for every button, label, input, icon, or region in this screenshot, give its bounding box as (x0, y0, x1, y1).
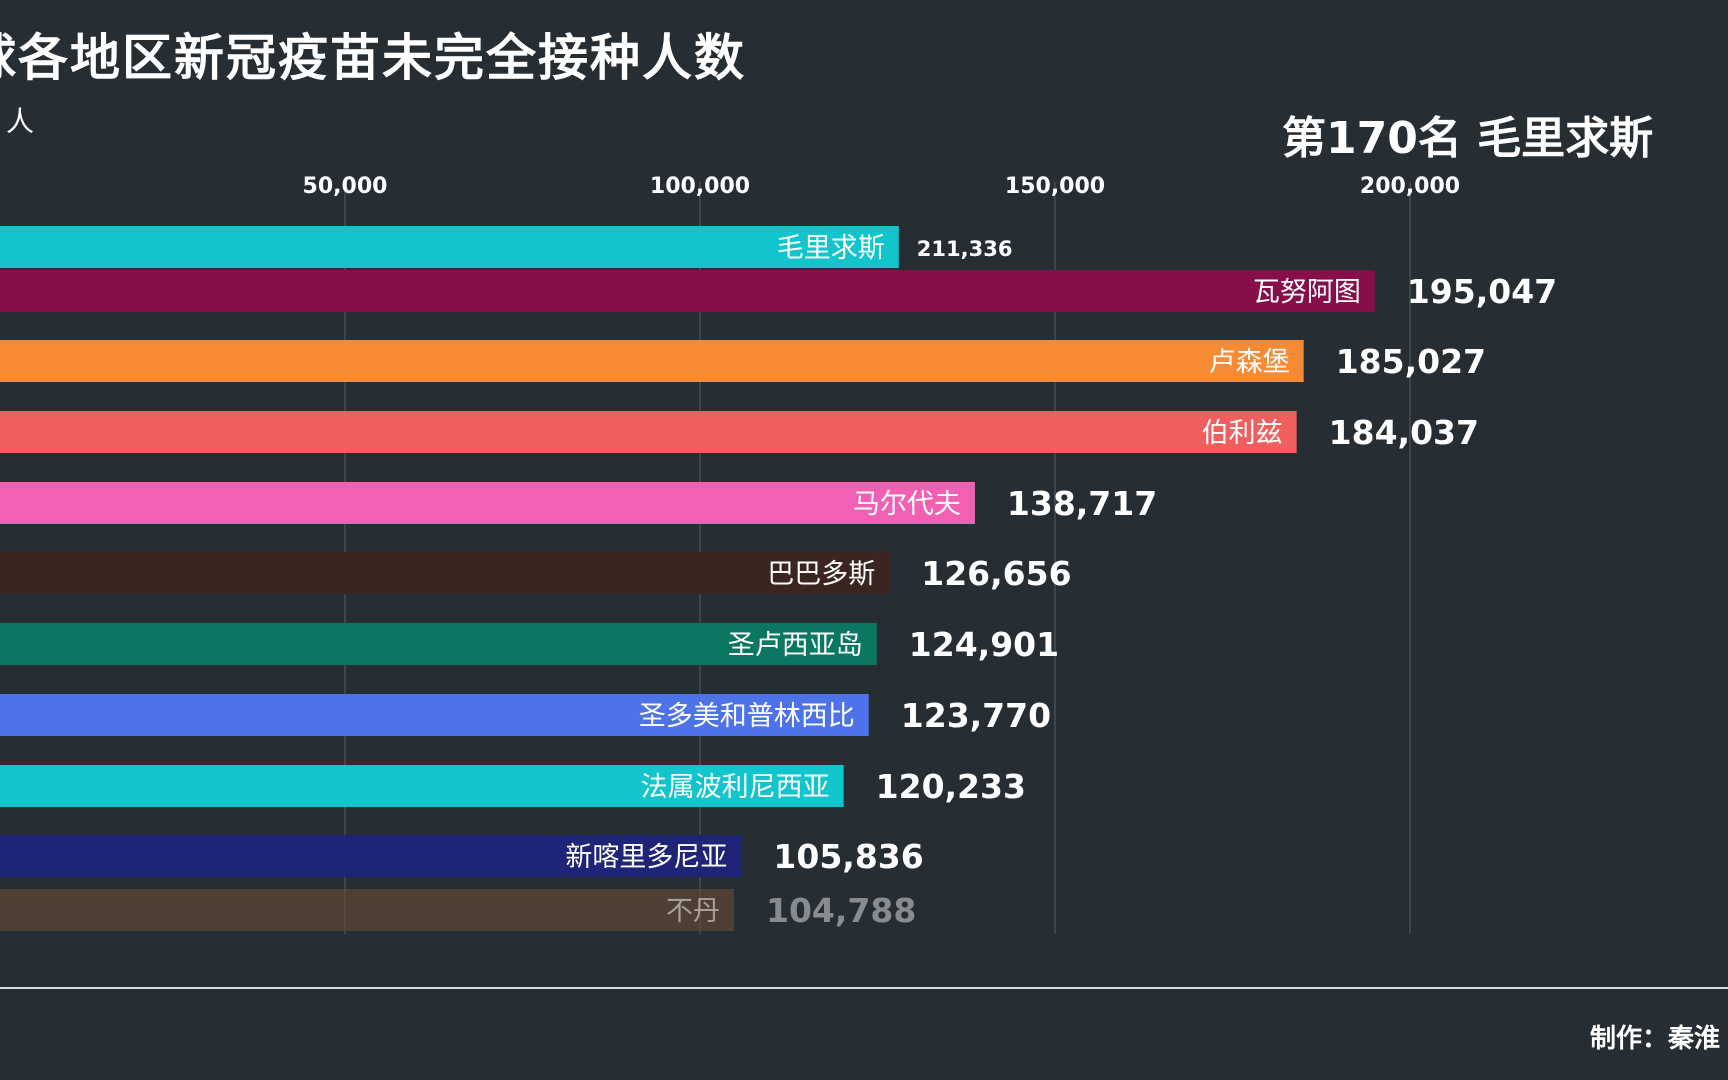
bar-category-label: 圣多美和普林西比 (639, 701, 855, 732)
bar-category-label: 卢森堡 (1209, 347, 1290, 378)
bar (0, 623, 877, 665)
rank-caption: 第170名 毛里求斯 (1282, 113, 1654, 164)
bar-category-label: 巴巴多斯 (767, 559, 875, 590)
bar-value-label: 195,047 (1407, 272, 1557, 311)
bar-category-label: 法属波利尼西亚 (641, 772, 830, 803)
bar (0, 694, 869, 736)
bar (0, 270, 1375, 312)
bar-value-label: 120,233 (876, 767, 1026, 806)
bar-value-label: 105,836 (773, 837, 923, 876)
bar-value-label: 104,788 (766, 891, 916, 930)
bar (0, 765, 844, 807)
bar-category-label: 不丹 (666, 896, 720, 927)
bar (0, 552, 890, 594)
bar (0, 340, 1304, 382)
x-tick-label: 200,000 (1360, 174, 1460, 199)
bar-category-label: 马尔代夫 (853, 489, 961, 520)
bars (0, 226, 1375, 931)
chart-title: 球各地区新冠疫苗未完全接种人数 (0, 29, 746, 87)
bar-category-label: 伯利兹 (1202, 418, 1283, 449)
bar-value-label: 124,901 (909, 625, 1059, 664)
baseline-divider (0, 987, 1728, 989)
axis-unit-label: 人 (6, 105, 35, 138)
bar-value-label: 185,027 (1336, 342, 1486, 381)
credit-text: 制作：秦淮 (1590, 1024, 1721, 1054)
x-tick-label: 150,000 (1005, 174, 1105, 199)
bar-category-label: 圣卢西亚岛 (728, 630, 863, 661)
bar-value-label: 138,717 (1007, 484, 1157, 523)
bar-category-label: 新喀里多尼亚 (565, 842, 727, 873)
bar-value-label: 126,656 (921, 554, 1071, 593)
bar (0, 835, 742, 877)
bar (0, 411, 1297, 453)
bar-category-label: 毛里求斯 (777, 233, 885, 264)
bar (0, 482, 975, 524)
bar-value-label: 184,037 (1329, 413, 1479, 452)
x-tick-label: 100,000 (650, 174, 750, 199)
bar (0, 226, 899, 268)
bar (0, 889, 734, 931)
labels: 毛里求斯 211,336 瓦努阿图 195,047 卢森堡 185,027 伯利兹 184,0… (565, 233, 1557, 930)
bar-value-label: 123,770 (901, 696, 1051, 735)
bar-value-label: 211,336 (917, 237, 1013, 261)
bar-category-label: 瓦努阿图 (1253, 277, 1361, 308)
x-tick-label: 50,000 (303, 174, 388, 199)
